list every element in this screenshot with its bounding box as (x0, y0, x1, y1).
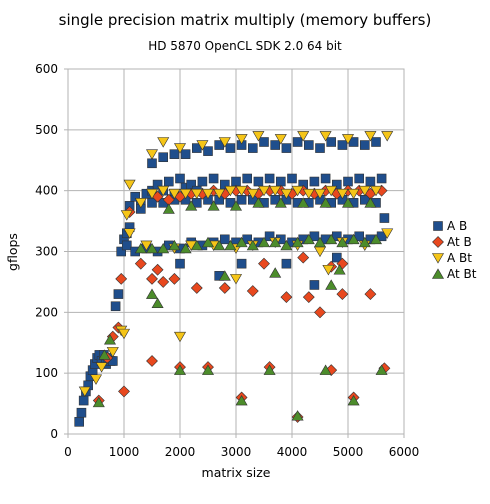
y-tick-label: 300 (35, 245, 58, 259)
x-tick-label: 5000 (333, 445, 364, 459)
data-point (293, 138, 302, 147)
y-tick-label: 0 (50, 427, 58, 441)
x-axis-label: matrix size (202, 465, 271, 480)
data-point (79, 396, 88, 405)
data-point (265, 174, 274, 183)
data-point (237, 259, 246, 268)
legend-label: At B (447, 235, 472, 249)
data-point (271, 141, 280, 150)
legend-label: A Bt (447, 251, 472, 265)
data-point (282, 144, 291, 153)
data-point (310, 280, 319, 289)
data-point (366, 177, 375, 186)
data-point (198, 177, 207, 186)
data-point (114, 290, 123, 299)
legend-label: At Bt (447, 267, 477, 281)
data-point (372, 138, 381, 147)
x-tick-label: 0 (64, 445, 72, 459)
data-point (204, 147, 213, 156)
data-point (338, 141, 347, 150)
data-point (209, 174, 218, 183)
data-point (176, 259, 185, 268)
x-tick-label: 2000 (165, 445, 196, 459)
data-point (355, 174, 364, 183)
data-point (377, 174, 386, 183)
y-tick-label: 200 (35, 305, 58, 319)
data-point (232, 177, 241, 186)
data-point (321, 174, 330, 183)
y-axis-label: gflops (5, 233, 20, 271)
data-point (360, 141, 369, 150)
y-tick-label: 100 (35, 366, 58, 380)
data-point (316, 144, 325, 153)
data-point (75, 417, 84, 426)
x-tick-label: 1000 (109, 445, 140, 459)
chart-title: single precision matrix multiply (memory… (59, 11, 432, 29)
data-point (122, 241, 131, 250)
data-point (148, 159, 157, 168)
data-point (237, 195, 246, 204)
data-point (260, 138, 269, 147)
legend-marker (434, 222, 443, 231)
x-tick-label: 6000 (389, 445, 420, 459)
data-point (327, 138, 336, 147)
legend-label: A B (447, 219, 467, 233)
data-point (276, 177, 285, 186)
y-tick-label: 500 (35, 123, 58, 137)
data-point (254, 177, 263, 186)
x-tick-label: 4000 (277, 445, 308, 459)
data-point (288, 174, 297, 183)
data-point (170, 150, 179, 159)
data-point (220, 235, 229, 244)
data-point (77, 408, 86, 417)
chart-subtitle: HD 5870 OpenCL SDK 2.0 64 bit (148, 39, 342, 53)
data-point (111, 302, 120, 311)
data-point (248, 144, 257, 153)
data-point (304, 141, 313, 150)
data-point (181, 150, 190, 159)
data-point (159, 153, 168, 162)
y-tick-label: 400 (35, 184, 58, 198)
data-point (176, 174, 185, 183)
data-point (310, 177, 319, 186)
y-tick-label: 600 (35, 62, 58, 76)
data-point (282, 259, 291, 268)
data-point (243, 174, 252, 183)
data-point (344, 177, 353, 186)
data-point (164, 177, 173, 186)
data-point (226, 144, 235, 153)
data-point (380, 214, 389, 223)
x-tick-label: 3000 (221, 445, 252, 459)
